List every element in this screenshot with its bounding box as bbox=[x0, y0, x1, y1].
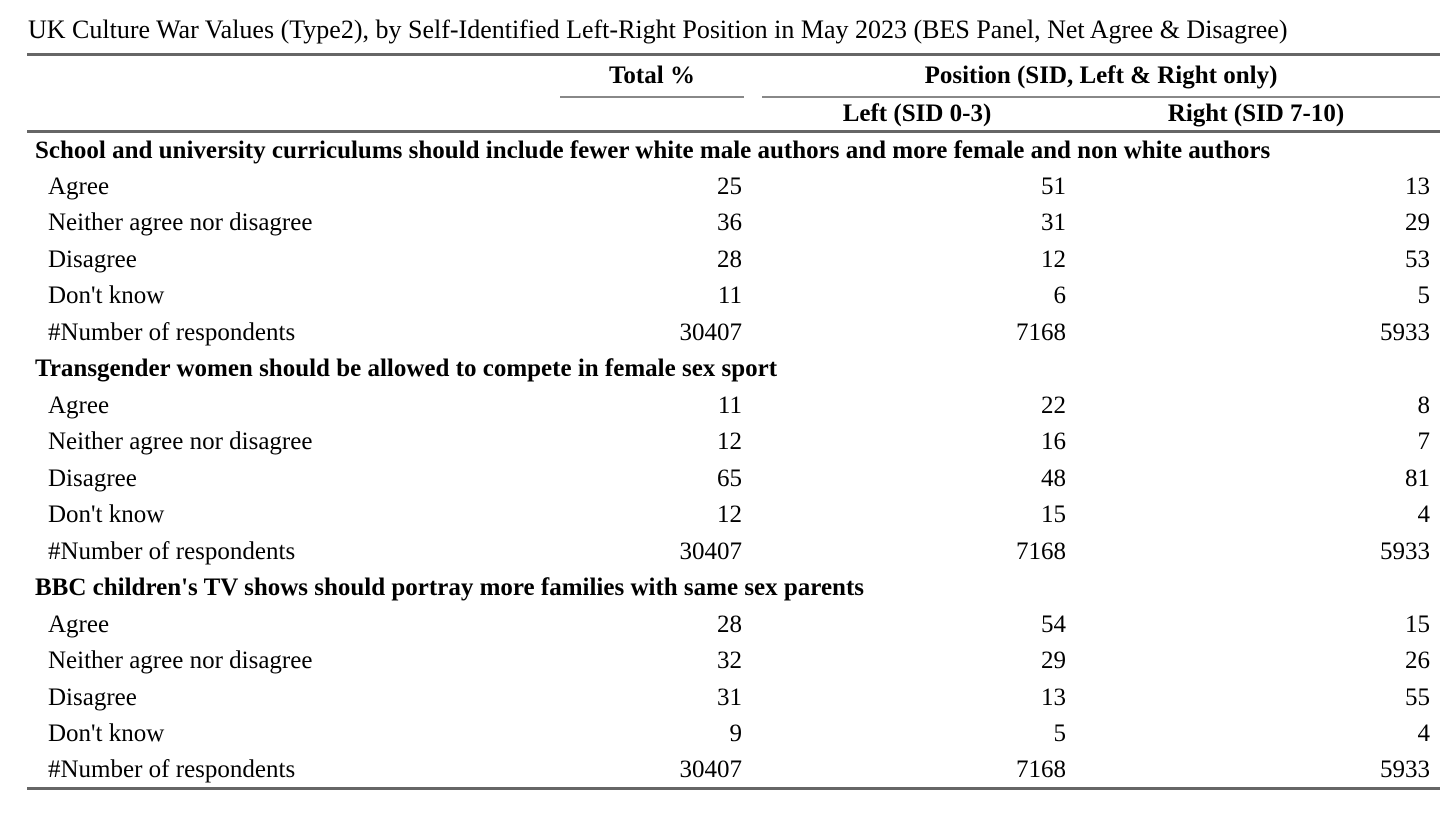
row-label: Agree bbox=[48, 610, 110, 638]
total-value: 31 bbox=[717, 683, 742, 711]
table-header: Total % Position (SID, Left & Right only… bbox=[27, 54, 1441, 133]
total-value: 12 bbox=[717, 501, 742, 528]
table-row: Agree 25 51 13 bbox=[27, 168, 1440, 205]
table-row: #Number of respondents 30407 7168 5933 bbox=[27, 314, 1440, 351]
total-value: 30407 bbox=[679, 755, 743, 783]
right-value: 15 bbox=[1405, 610, 1431, 638]
total-value: 12 bbox=[717, 428, 742, 455]
total-value: 30407 bbox=[679, 537, 743, 565]
total-header: Total % bbox=[560, 54, 744, 98]
row-label: Agree bbox=[48, 391, 110, 419]
total-value: 65 bbox=[717, 464, 742, 492]
row-label: Neither agree nor disagree bbox=[48, 428, 313, 455]
section-heading-row: BBC children's TV shows should portray m… bbox=[27, 570, 1440, 607]
row-label: Don't know bbox=[48, 282, 165, 309]
row-label: Agree bbox=[48, 172, 110, 200]
table-row: Neither agree nor disagree 12 16 7 bbox=[27, 424, 1440, 461]
table-row: Don't know 9 5 4 bbox=[27, 716, 1440, 753]
left-value: 6 bbox=[1053, 282, 1067, 309]
label-column-spacer bbox=[27, 55, 560, 97]
row-label: #Number of respondents bbox=[48, 537, 296, 565]
section-heading-row: School and university curriculums should… bbox=[27, 132, 1440, 169]
row-label: Disagree bbox=[48, 245, 137, 273]
left-value: 7168 bbox=[1016, 537, 1066, 565]
total-column-spacer bbox=[560, 96, 744, 133]
left-value: 12 bbox=[1041, 245, 1066, 273]
table-row: Agree 28 54 15 bbox=[27, 606, 1440, 643]
right-value: 5 bbox=[1417, 282, 1431, 309]
left-value: 15 bbox=[1041, 501, 1066, 528]
left-value: 51 bbox=[1041, 172, 1066, 200]
table-row: Neither agree nor disagree 32 29 26 bbox=[27, 643, 1440, 680]
total-value: 11 bbox=[717, 391, 742, 419]
section-heading-row: Transgender women should be allowed to c… bbox=[27, 351, 1440, 388]
right-value: 5933 bbox=[1380, 318, 1431, 346]
table-row: Don't know 12 15 4 bbox=[27, 497, 1440, 534]
right-value: 4 bbox=[1417, 501, 1431, 528]
right-value: 4 bbox=[1417, 720, 1431, 747]
table-row: Disagree 65 48 81 bbox=[27, 460, 1440, 497]
gap-column-spacer bbox=[744, 96, 762, 133]
right-value: 8 bbox=[1417, 391, 1431, 419]
right-value: 13 bbox=[1405, 172, 1431, 200]
left-value: 16 bbox=[1041, 428, 1066, 455]
section-heading: BBC children's TV shows should portray m… bbox=[35, 574, 865, 601]
row-label: Disagree bbox=[48, 464, 137, 492]
table-row: Don't know 11 6 5 bbox=[27, 278, 1440, 315]
total-value: 30407 bbox=[679, 318, 743, 346]
table-row: Agree 11 22 8 bbox=[27, 387, 1440, 424]
left-value: 31 bbox=[1041, 209, 1066, 236]
left-value: 7168 bbox=[1016, 318, 1066, 346]
left-value: 5 bbox=[1053, 720, 1067, 747]
right-value: 55 bbox=[1405, 683, 1431, 711]
right-value: 5933 bbox=[1380, 537, 1431, 565]
table-row: #Number of respondents 30407 7168 5933 bbox=[27, 752, 1440, 789]
left-value: 22 bbox=[1041, 391, 1066, 419]
table-title: UK Culture War Values (Type2), by Self-I… bbox=[28, 15, 1288, 44]
table-row: Disagree 28 12 53 bbox=[27, 241, 1440, 278]
table-row: Neither agree nor disagree 36 31 29 bbox=[27, 205, 1440, 242]
left-value: 48 bbox=[1041, 464, 1066, 492]
row-label: #Number of respondents bbox=[48, 755, 296, 783]
right-value: 5933 bbox=[1380, 755, 1431, 783]
position-group-header: Position (SID, Left & Right only) bbox=[762, 54, 1441, 98]
row-label: Don't know bbox=[48, 720, 165, 747]
left-value: 54 bbox=[1041, 610, 1066, 638]
row-label: Disagree bbox=[48, 683, 137, 711]
right-value: 29 bbox=[1405, 209, 1431, 236]
row-label: Neither agree nor disagree bbox=[48, 647, 313, 674]
right-value: 7 bbox=[1417, 428, 1431, 455]
table-body: School and university curriculums should… bbox=[27, 132, 1440, 789]
total-value: 28 bbox=[717, 610, 742, 638]
table-row: #Number of respondents 30407 7168 5933 bbox=[27, 533, 1440, 570]
header-row-groups: Total % Position (SID, Left & Right only… bbox=[27, 54, 1441, 98]
right-value: 81 bbox=[1405, 464, 1431, 492]
left-value: 13 bbox=[1041, 683, 1066, 711]
total-value: 9 bbox=[729, 720, 743, 747]
right-header: Right (SID 7-10) bbox=[1072, 96, 1441, 133]
total-value: 28 bbox=[717, 245, 742, 273]
left-value: 7168 bbox=[1016, 755, 1066, 783]
gap-column-spacer bbox=[744, 55, 762, 97]
left-header: Left (SID 0-3) bbox=[762, 96, 1072, 133]
total-value: 25 bbox=[717, 172, 742, 200]
left-value: 29 bbox=[1041, 647, 1066, 674]
right-value: 53 bbox=[1405, 245, 1431, 273]
row-label: Don't know bbox=[48, 501, 165, 528]
values-table: Total % Position (SID, Left & Right only… bbox=[27, 53, 1441, 790]
section-heading: School and university curriculums should… bbox=[35, 136, 1271, 164]
row-label: #Number of respondents bbox=[48, 318, 296, 346]
total-value: 36 bbox=[717, 209, 742, 236]
label-column-spacer bbox=[27, 96, 560, 133]
total-value: 32 bbox=[717, 647, 742, 674]
total-value: 11 bbox=[717, 282, 742, 309]
section-heading: Transgender women should be allowed to c… bbox=[35, 355, 778, 382]
header-row-subgroups: Left (SID 0-3) Right (SID 7-10) bbox=[27, 96, 1441, 133]
row-label: Neither agree nor disagree bbox=[48, 209, 313, 236]
right-value: 26 bbox=[1405, 647, 1431, 674]
table-row: Disagree 31 13 55 bbox=[27, 679, 1440, 716]
